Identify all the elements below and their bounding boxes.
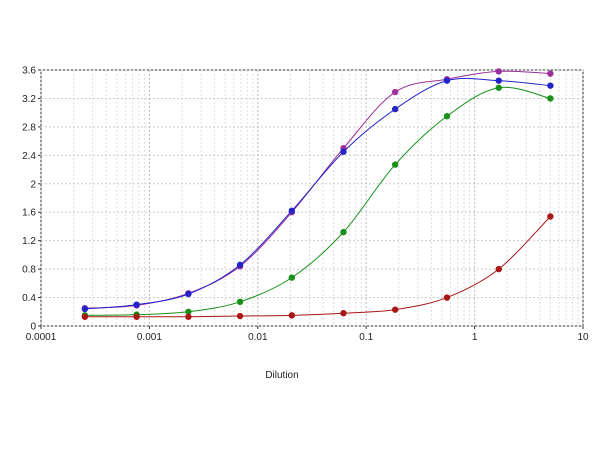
data-point — [443, 294, 451, 301]
y-tick-label: 0.8 — [22, 265, 36, 276]
y-tick-label: 1.2 — [22, 236, 36, 247]
x-tick-label: 1 — [472, 332, 478, 343]
x-tick-label: 0.1 — [359, 332, 373, 343]
data-point — [443, 113, 451, 120]
y-tick-label: 3.2 — [22, 94, 36, 105]
data-point — [236, 312, 244, 320]
data-point — [443, 77, 451, 84]
fit-curve — [84, 77, 551, 310]
x-tick-label: 0.001 — [137, 332, 162, 343]
data-point — [495, 68, 502, 75]
y-tick-label: 2 — [30, 179, 36, 190]
data-point — [185, 313, 192, 320]
y-tick-label: 1.6 — [22, 208, 36, 219]
x-tick-label: 10 — [577, 332, 589, 343]
y-tick-label: 2.4 — [22, 151, 36, 162]
data-point — [547, 82, 554, 89]
data-point — [495, 265, 502, 273]
data-point — [185, 290, 192, 298]
data-point — [340, 148, 347, 155]
data-point — [133, 313, 140, 320]
data-point — [288, 312, 296, 319]
plot-frame — [40, 69, 584, 327]
data-point — [495, 77, 502, 84]
data-point — [340, 228, 347, 236]
data-point — [340, 310, 347, 317]
x-tick-label: 0.01 — [248, 332, 268, 343]
data-point — [391, 88, 399, 96]
y-tick-label: 2.8 — [22, 122, 36, 133]
data-point — [495, 84, 502, 91]
data-point — [81, 313, 89, 320]
x-tick-label: 0.0001 — [26, 332, 57, 343]
y-tick-label: 0 — [30, 322, 36, 333]
y-tick-label: 0.4 — [22, 293, 36, 304]
data-point — [547, 95, 554, 102]
data-point — [288, 274, 296, 281]
data-point — [391, 105, 399, 113]
fit-curve — [84, 216, 551, 318]
data-point — [236, 261, 244, 269]
data-point — [236, 298, 244, 306]
x-axis-label: Dilution — [265, 370, 298, 381]
data-point — [391, 161, 399, 168]
data-point — [81, 305, 89, 313]
data-point — [288, 207, 296, 214]
y-tick-label: 3.6 — [22, 66, 36, 77]
data-point — [391, 306, 399, 313]
data-point — [185, 308, 192, 315]
data-point — [547, 213, 554, 220]
fit-curve — [84, 86, 551, 316]
data-point — [133, 301, 140, 308]
data-point — [547, 70, 554, 77]
